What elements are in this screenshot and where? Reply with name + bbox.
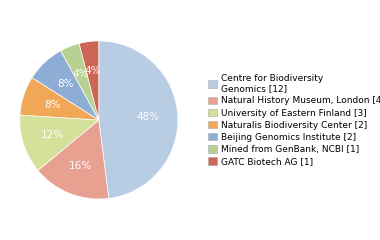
Wedge shape <box>99 41 178 198</box>
Text: 4%: 4% <box>84 66 101 76</box>
Wedge shape <box>32 51 99 120</box>
Wedge shape <box>20 115 99 170</box>
Text: 12%: 12% <box>41 130 64 140</box>
Text: 4%: 4% <box>73 69 89 79</box>
Wedge shape <box>20 78 99 120</box>
Wedge shape <box>61 43 99 120</box>
Text: 48%: 48% <box>136 112 159 122</box>
Text: 16%: 16% <box>69 161 92 171</box>
Text: 8%: 8% <box>57 79 73 89</box>
Wedge shape <box>79 41 99 120</box>
Legend: Centre for Biodiversity
Genomics [12], Natural History Museum, London [4], Unive: Centre for Biodiversity Genomics [12], N… <box>206 72 380 168</box>
Text: 8%: 8% <box>44 100 60 110</box>
Wedge shape <box>38 120 109 199</box>
